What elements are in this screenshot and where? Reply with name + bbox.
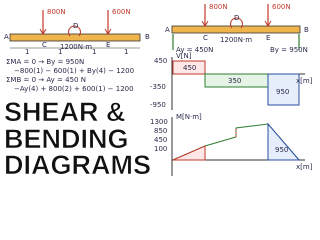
left-beam bbox=[9, 10, 141, 49]
equation: −Ay(4) + 800(2) + 600(1) − 1200 bbox=[14, 85, 134, 93]
tick-label: 100 bbox=[154, 145, 167, 153]
span-label: 1 bbox=[58, 48, 62, 56]
right-beam bbox=[171, 4, 301, 50]
point-label: B bbox=[304, 26, 309, 34]
tick-label: 1300 bbox=[150, 118, 168, 126]
area-label: 950 bbox=[276, 88, 289, 96]
load-label: 800N bbox=[47, 8, 66, 16]
title-line: SHEAR & bbox=[4, 97, 126, 127]
point-label: E bbox=[106, 41, 110, 49]
axis-label: V[N] bbox=[176, 52, 192, 60]
axis-label: M[N·m] bbox=[176, 113, 202, 121]
point-label: D bbox=[73, 22, 78, 30]
area-label: 450 bbox=[183, 64, 196, 72]
area-label: 350 bbox=[228, 77, 241, 85]
span-label: 1 bbox=[92, 48, 96, 56]
thumbnail: 800N 600N 1200N·m A C D E B 1 1 1 1 ΣMA … bbox=[4, 3, 313, 180]
point-label: B bbox=[145, 33, 150, 41]
point-label: E bbox=[266, 34, 270, 42]
load-label: 800N bbox=[209, 3, 228, 11]
tick-label: 450 bbox=[154, 57, 167, 65]
span-label: 1 bbox=[124, 48, 128, 56]
point-label: C bbox=[203, 34, 208, 42]
title-line: DIAGRAMS bbox=[4, 150, 151, 180]
reaction-label: By = 950N bbox=[270, 46, 308, 54]
moment-label: 1200N·m bbox=[60, 43, 92, 51]
point-label: C bbox=[42, 41, 47, 49]
shear-diagram bbox=[171, 57, 305, 110]
tick-label: 450 bbox=[154, 136, 167, 144]
axis-label: x[m] bbox=[296, 163, 313, 171]
title-line: BENDING bbox=[4, 124, 129, 154]
equation: ΣMA = 0 → By = 950N bbox=[6, 58, 84, 66]
tick-label: -950 bbox=[150, 101, 166, 109]
equation: −800(1) − 600(1) + By(4) − 1200 bbox=[14, 67, 134, 75]
reaction-label: Ay = 450N bbox=[176, 46, 213, 54]
span-label: 1 bbox=[25, 48, 29, 56]
load-label: 600N bbox=[112, 8, 131, 16]
point-label: D bbox=[234, 14, 239, 22]
moment-diagram bbox=[171, 117, 305, 176]
equation: ΣMB = 0 → Ay = 450 N bbox=[6, 76, 86, 84]
point-label: A bbox=[4, 33, 9, 41]
load-label: 600N bbox=[272, 3, 291, 11]
point-label: A bbox=[165, 26, 170, 34]
axis-label: x[m] bbox=[296, 77, 313, 85]
moment-label: 1200N·m bbox=[220, 36, 252, 44]
area-label: 950 bbox=[275, 146, 288, 154]
tick-label: 850 bbox=[154, 127, 167, 135]
tick-label: -350 bbox=[150, 83, 166, 91]
